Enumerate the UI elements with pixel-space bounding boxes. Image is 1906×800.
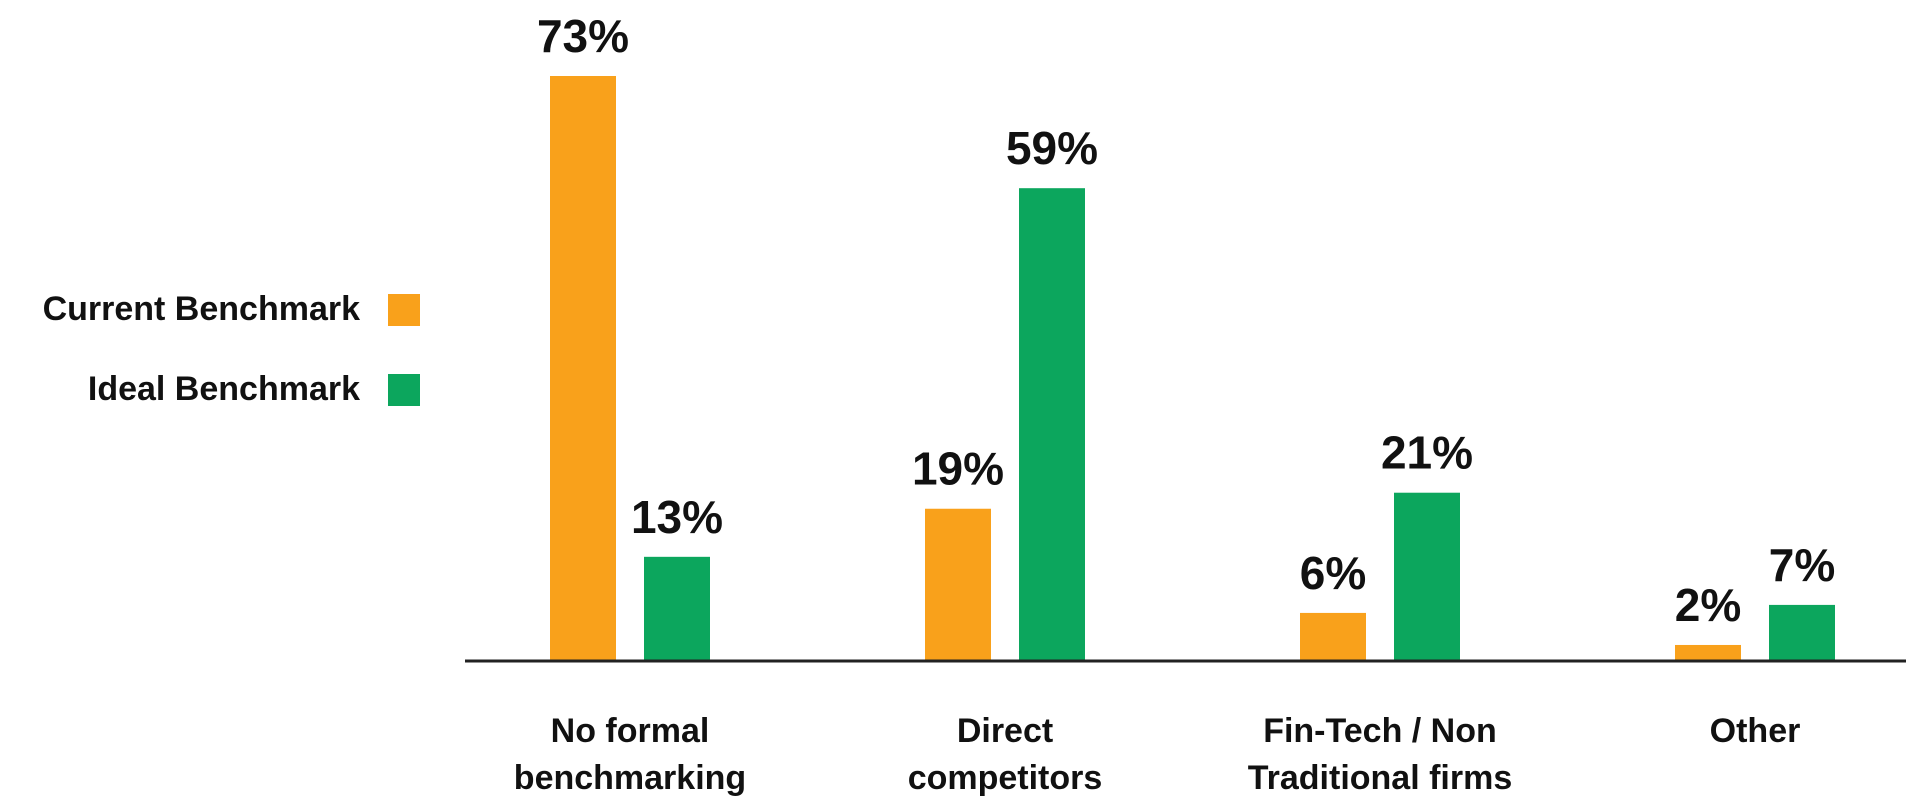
bar-current-1 (925, 508, 991, 661)
legend-swatch-ideal (388, 373, 420, 406)
legend-label-current: Current Benchmark (42, 290, 360, 328)
bar-current-2 (1300, 612, 1366, 661)
data-label-current-1: 19% (912, 443, 1004, 495)
legend-item-ideal: Ideal Benchmark (88, 370, 420, 409)
data-label-ideal-0: 13% (631, 491, 723, 543)
category-label-0: No formal benchmarking (514, 712, 746, 797)
legend-item-current: Current Benchmark (43, 290, 420, 329)
category-label-1: Direct competitors (908, 712, 1103, 797)
legend-swatch-current (388, 293, 420, 326)
data-label-ideal-2: 21% (1381, 427, 1473, 479)
data-label-current-3: 2% (1675, 579, 1741, 631)
bar-ideal-2 (1394, 492, 1460, 661)
data-label-ideal-3: 7% (1769, 539, 1835, 591)
bar-current-3 (1675, 644, 1741, 661)
bar-ideal-3 (1769, 604, 1835, 661)
legend-label-ideal: Ideal Benchmark (87, 370, 360, 408)
category-label-2: Fin-Tech / Non Traditional firms (1248, 712, 1513, 797)
bar-ideal-0 (644, 556, 710, 661)
bar-ideal-1 (1019, 188, 1085, 662)
category-label-3: Other (1710, 712, 1801, 750)
data-label-ideal-1: 59% (1006, 122, 1098, 174)
bar-current-0 (550, 76, 616, 661)
data-label-current-2: 6% (1300, 547, 1366, 599)
data-label-current-0: 73% (537, 10, 629, 62)
